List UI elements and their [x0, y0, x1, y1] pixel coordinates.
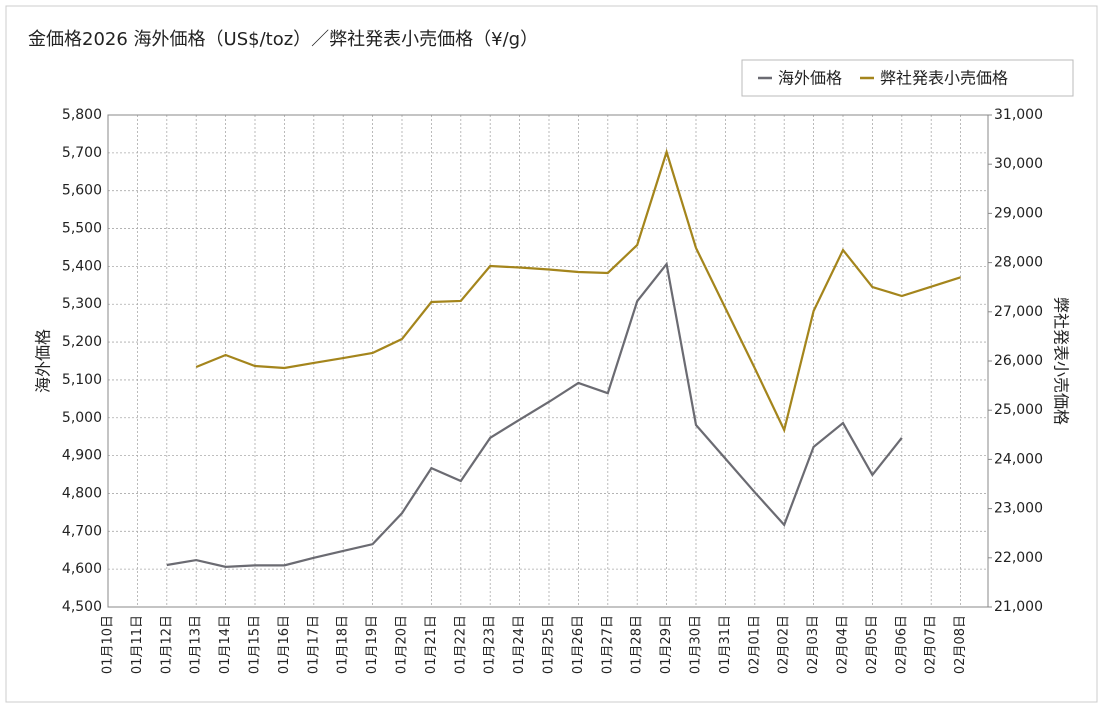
y-axis-label: 海外価格	[34, 329, 53, 393]
y2-tick-label: 24,000	[994, 451, 1043, 467]
y-tick-label: 5,300	[62, 296, 102, 312]
y2-axis-label: 弊社発表小売価格	[1052, 297, 1071, 425]
y2-tick-label: 25,000	[994, 402, 1043, 418]
x-tick-label: 01月13日	[189, 615, 204, 674]
x-tick-label: 01月15日	[248, 615, 263, 674]
x-tick-label: 02月06日	[894, 615, 909, 674]
x-tick-label: 01月30日	[689, 615, 704, 674]
chart-title: 金価格2026 海外価格（US$/toz）／弊社発表小売価格（¥/g）	[28, 29, 538, 50]
x-tick-label: 01月11日	[130, 615, 145, 674]
y-tick-label: 5,200	[62, 334, 102, 350]
y-tick-label: 5,800	[62, 107, 102, 123]
y-tick-label: 5,600	[62, 183, 102, 199]
y2-tick-label: 31,000	[994, 107, 1043, 123]
y2-tick-label: 23,000	[994, 501, 1043, 517]
x-tick-label: 01月18日	[336, 615, 351, 674]
x-tick-label: 01月10日	[101, 615, 116, 674]
x-tick-label: 02月03日	[806, 615, 821, 674]
y-tick-label: 4,900	[62, 448, 102, 464]
x-tick-label: 02月04日	[836, 615, 851, 674]
x-tick-label: 02月07日	[924, 615, 939, 674]
x-tick-label: 02月02日	[777, 615, 792, 674]
x-tick-label: 01月19日	[365, 615, 380, 674]
y-tick-label: 5,400	[62, 258, 102, 274]
series-line	[195, 148, 961, 434]
x-tick-label: 01月14日	[218, 615, 233, 674]
x-tick-label: 01月22日	[453, 615, 468, 674]
y2-tick-label: 29,000	[994, 205, 1043, 221]
series-line	[166, 261, 903, 568]
y2-tick-label: 26,000	[994, 353, 1043, 369]
legend	[741, 59, 1074, 97]
x-tick-label: 01月12日	[159, 615, 174, 674]
y-tick-label: 5,100	[62, 372, 102, 388]
y2-tick-label: 22,000	[994, 550, 1043, 566]
x-tick-label: 01月17日	[306, 615, 321, 674]
x-tick-label: 01月28日	[630, 615, 645, 674]
x-tick-label: 01月26日	[571, 615, 586, 674]
x-tick-label: 01月27日	[600, 615, 615, 674]
y2-tick-label: 21,000	[994, 599, 1043, 615]
x-tick-label: 01月20日	[395, 615, 410, 674]
x-tick-label: 01月21日	[424, 615, 439, 674]
x-tick-label: 02月08日	[953, 615, 968, 674]
legend-label: 海外価格	[778, 69, 842, 88]
x-tick-label: 02月01日	[747, 615, 762, 674]
y-tick-label: 4,800	[62, 485, 102, 501]
y-tick-label: 4,500	[62, 599, 102, 615]
y2-tick-label: 27,000	[994, 304, 1043, 320]
plot-border	[107, 114, 989, 608]
legend-label: 弊社発表小売価格	[880, 69, 1008, 88]
y-tick-label: 4,700	[62, 523, 102, 539]
y-tick-label: 5,700	[62, 145, 102, 161]
x-tick-label: 01月16日	[277, 615, 292, 674]
y2-tick-label: 28,000	[994, 255, 1043, 271]
x-tick-label: 01月25日	[542, 615, 557, 674]
y-tick-label: 4,600	[62, 561, 102, 577]
x-tick-label: 01月23日	[483, 615, 498, 674]
frame	[5, 5, 1098, 703]
x-tick-label: 02月05日	[865, 615, 880, 674]
y-tick-label: 5,000	[62, 410, 102, 426]
x-tick-label: 01月31日	[718, 615, 733, 674]
y2-tick-label: 30,000	[994, 156, 1043, 172]
x-tick-label: 01月24日	[512, 615, 527, 674]
y-tick-label: 5,500	[62, 221, 102, 237]
x-tick-label: 01月29日	[659, 615, 674, 674]
